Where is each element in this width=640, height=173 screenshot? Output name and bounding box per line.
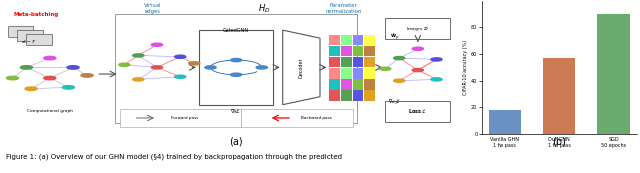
Text: GatedGNN: GatedGNN	[223, 28, 249, 33]
Bar	[353, 68, 364, 79]
Text: Figure 1: (a) Overview of our GHN model (§4) trained by backpropagation through : Figure 1: (a) Overview of our GHN model …	[6, 153, 342, 160]
Bar	[341, 68, 352, 79]
Circle shape	[44, 76, 56, 80]
Bar	[330, 79, 340, 90]
Circle shape	[230, 73, 242, 76]
Text: Forward pass: Forward pass	[171, 116, 198, 120]
Bar	[364, 79, 375, 90]
Polygon shape	[283, 30, 320, 105]
Circle shape	[62, 86, 74, 89]
Bar	[341, 46, 352, 56]
FancyBboxPatch shape	[120, 109, 241, 127]
Circle shape	[256, 66, 268, 69]
Text: Decoder: Decoder	[299, 57, 304, 78]
Text: Backward pass: Backward pass	[301, 116, 332, 120]
Circle shape	[431, 78, 442, 81]
Circle shape	[151, 66, 163, 69]
Bar	[353, 79, 364, 90]
Bar	[330, 46, 340, 56]
FancyBboxPatch shape	[115, 14, 357, 123]
Bar	[364, 68, 375, 79]
Circle shape	[20, 66, 33, 69]
Circle shape	[67, 66, 79, 69]
Bar	[330, 90, 340, 101]
Circle shape	[189, 62, 200, 65]
Bar	[543, 58, 575, 134]
Circle shape	[132, 78, 144, 81]
Circle shape	[394, 79, 404, 82]
Bar	[353, 57, 364, 67]
Bar	[341, 57, 352, 67]
Text: $\nabla_{\hat{w}_p} \mathcal{L}$: $\nabla_{\hat{w}_p} \mathcal{L}$	[388, 98, 401, 107]
Circle shape	[230, 58, 242, 62]
Bar	[364, 90, 375, 101]
Circle shape	[44, 56, 56, 60]
Circle shape	[394, 57, 404, 60]
Circle shape	[431, 58, 442, 61]
Bar	[488, 110, 521, 134]
FancyBboxPatch shape	[199, 30, 273, 105]
Bar	[597, 14, 630, 134]
Bar	[353, 90, 364, 101]
Circle shape	[175, 55, 186, 58]
Text: $a_1 \sim \mathcal{T}$: $a_1 \sim \mathcal{T}$	[21, 37, 36, 46]
Text: Virtual
edges: Virtual edges	[143, 3, 161, 14]
FancyBboxPatch shape	[8, 26, 33, 37]
FancyBboxPatch shape	[385, 18, 451, 39]
Text: Meta-batching: Meta-batching	[13, 12, 58, 17]
Circle shape	[6, 76, 19, 80]
FancyBboxPatch shape	[385, 101, 451, 122]
Text: $\hat{\mathbf{w}}_p$: $\hat{\mathbf{w}}_p$	[390, 31, 399, 42]
Bar	[330, 57, 340, 67]
Circle shape	[380, 67, 391, 70]
Bar	[341, 35, 352, 45]
Circle shape	[132, 54, 144, 57]
Bar	[364, 57, 375, 67]
Text: Images $\mathcal{D}$: Images $\mathcal{D}$	[406, 25, 429, 33]
Circle shape	[412, 69, 424, 72]
Circle shape	[205, 66, 216, 69]
Text: $\boldsymbol{H_D}$: $\boldsymbol{H_D}$	[258, 3, 270, 15]
Circle shape	[81, 74, 93, 77]
Text: Parameter
normalization: Parameter normalization	[325, 3, 362, 14]
Bar	[330, 35, 340, 45]
Y-axis label: CIFAR-10 accuracy (%): CIFAR-10 accuracy (%)	[463, 40, 468, 95]
Text: Computational graph: Computational graph	[27, 109, 73, 113]
FancyBboxPatch shape	[26, 34, 52, 45]
Circle shape	[175, 75, 186, 78]
FancyBboxPatch shape	[17, 30, 43, 41]
Bar	[353, 46, 364, 56]
Bar	[364, 35, 375, 45]
Text: Loss $\mathcal{L}$: Loss $\mathcal{L}$	[408, 107, 428, 115]
Bar	[353, 35, 364, 45]
Bar	[341, 79, 352, 90]
Text: (a): (a)	[229, 137, 243, 147]
Bar	[341, 90, 352, 101]
Bar	[364, 46, 375, 56]
Circle shape	[412, 47, 424, 50]
Circle shape	[25, 87, 37, 90]
Circle shape	[119, 63, 130, 66]
Circle shape	[151, 43, 163, 46]
Text: (b): (b)	[552, 137, 566, 147]
FancyBboxPatch shape	[241, 109, 353, 127]
Bar	[330, 68, 340, 79]
Text: $\nabla_\theta \mathcal{L}$: $\nabla_\theta \mathcal{L}$	[230, 107, 242, 116]
